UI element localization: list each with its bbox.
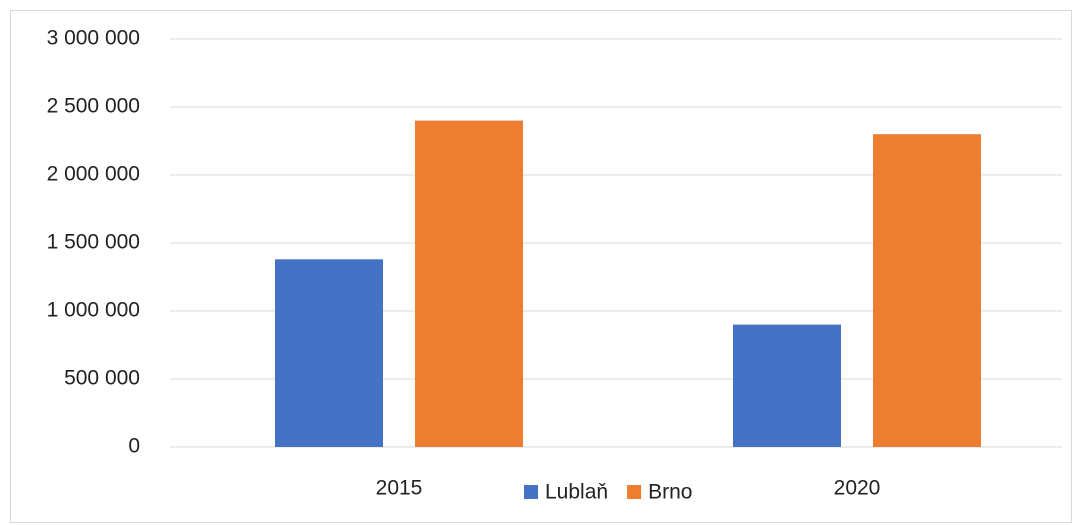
y-tick-label: 500 000: [64, 367, 140, 390]
bar: [275, 259, 383, 447]
legend-label: Brno: [648, 481, 692, 504]
legend-swatch: [524, 485, 538, 499]
y-tick-label: 1 000 000: [47, 299, 140, 322]
bar: [873, 134, 981, 447]
legend-label: Lublaň: [545, 481, 608, 504]
y-tick-label: 0: [128, 435, 140, 458]
y-tick-label: 3 000 000: [47, 27, 140, 50]
y-tick-label: 2 000 000: [47, 163, 140, 186]
x-tick-label: 2015: [376, 477, 423, 500]
y-tick-label: 2 500 000: [47, 95, 140, 118]
y-tick-label: 1 500 000: [47, 231, 140, 254]
x-tick-label: 2020: [834, 477, 881, 500]
legend-swatch: [627, 485, 642, 499]
bar: [415, 120, 523, 447]
bar: [733, 324, 841, 447]
